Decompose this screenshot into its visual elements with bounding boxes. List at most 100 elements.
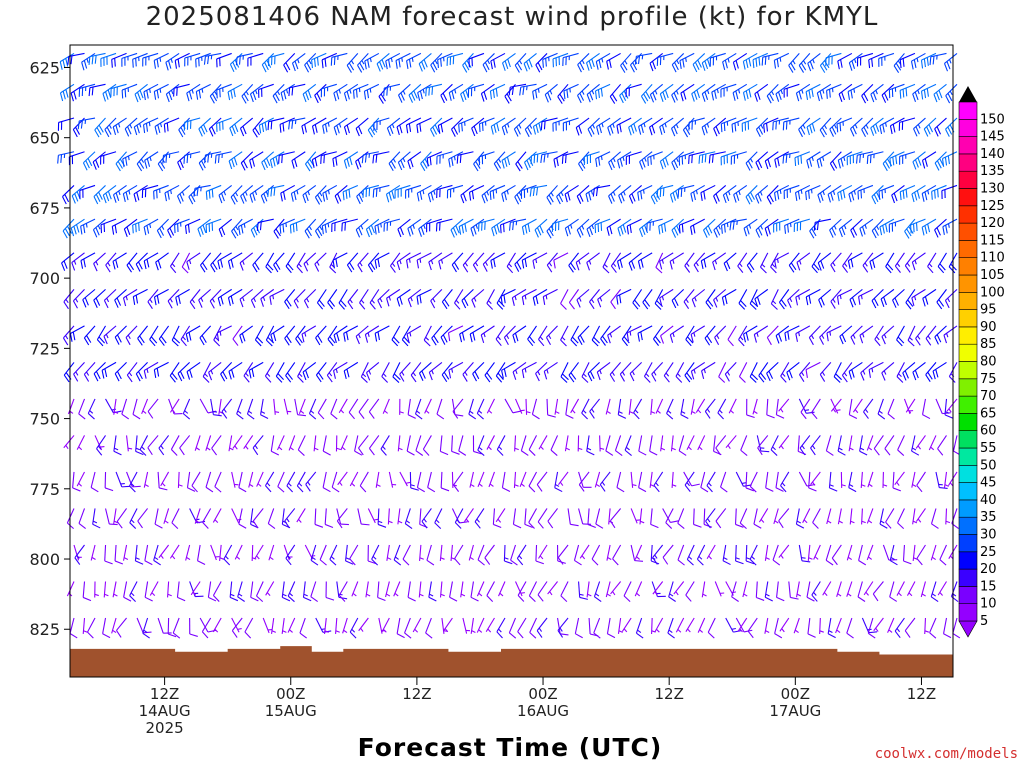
wind-barb [126, 471, 141, 488]
wind-barb [921, 151, 937, 169]
wind-barb [185, 325, 201, 343]
wind-barb [560, 289, 569, 310]
wind-barb [749, 289, 759, 310]
wind-barb [221, 398, 233, 419]
wind-barb [414, 398, 423, 420]
wind-barb [628, 398, 634, 415]
wind-barb [599, 435, 605, 452]
wind-barb [866, 435, 874, 451]
wind-barb [504, 398, 522, 414]
wind-barb [570, 398, 580, 414]
wind-barb [642, 289, 653, 310]
wind-barb [310, 581, 318, 603]
wind-barb [774, 151, 790, 168]
wind-barb [945, 508, 951, 525]
wind-barb [493, 151, 506, 172]
wind-barb [156, 218, 169, 239]
wind-barb [406, 435, 415, 456]
wind-barb [288, 117, 306, 130]
wind-barb [605, 581, 611, 598]
wind-barb [755, 581, 765, 601]
wind-barb [863, 581, 874, 596]
wind-barb [401, 325, 411, 347]
wind-barb [283, 544, 293, 561]
wind-barb [677, 508, 685, 530]
wind-barb [447, 325, 464, 342]
wind-barb [317, 398, 327, 420]
wind-barb [314, 252, 327, 272]
wind-barb [348, 398, 359, 420]
wind-barb [139, 435, 149, 456]
wind-barb [468, 52, 485, 68]
colorbar-swatch [958, 343, 978, 362]
wind-barb [910, 52, 926, 70]
wind-barb [827, 184, 842, 203]
wind-barb [260, 288, 275, 307]
colorbar-swatch [958, 101, 978, 120]
wind-barb [617, 617, 623, 634]
wind-barb [521, 218, 537, 236]
wind-barb [81, 52, 96, 71]
wind-barb [651, 362, 664, 382]
wind-barb [217, 288, 232, 307]
wind-barb [656, 184, 674, 198]
wind-barb [416, 288, 432, 305]
wind-barb [536, 471, 548, 492]
wind-barb [717, 398, 727, 420]
wind-barb [71, 185, 85, 204]
wind-barb [766, 185, 779, 205]
wind-barb [481, 185, 495, 204]
wind-barb [367, 544, 377, 565]
wind-barb [671, 471, 677, 488]
wind-barb [202, 508, 212, 529]
wind-barb [250, 288, 264, 308]
wind-barb [459, 325, 474, 343]
wind-barb [357, 53, 369, 73]
wind-barb [822, 581, 832, 596]
wind-barb [700, 184, 716, 201]
wind-barb [123, 581, 132, 602]
wind-barb [755, 151, 769, 171]
wind-barb [630, 544, 644, 562]
wind-barb [653, 471, 664, 493]
wind-barb [271, 617, 277, 634]
wind-barb [204, 151, 222, 164]
wind-barb [407, 151, 422, 170]
wind-barb [825, 544, 834, 566]
x-tick-label: 00Z [276, 685, 305, 703]
wind-barb [249, 184, 264, 203]
wind-barb [104, 471, 114, 492]
wind-barb [670, 435, 676, 452]
wind-barb [153, 184, 169, 200]
wind-barb [773, 184, 790, 201]
colorbar-label: 80 [980, 355, 997, 370]
wind-barb [171, 508, 180, 529]
wind-barb [867, 617, 876, 639]
wind-barb [167, 218, 180, 238]
wind-barb [637, 184, 653, 201]
wind-barb [542, 52, 558, 68]
wind-barb [207, 581, 217, 602]
wind-barb [868, 52, 884, 69]
wind-barb [425, 617, 433, 639]
wind-barb [463, 508, 474, 523]
wind-barb [738, 289, 748, 310]
wind-barb [451, 471, 457, 488]
wind-barb [158, 544, 170, 559]
wind-barb [637, 252, 653, 270]
wind-barb [943, 325, 958, 344]
wind-barb [100, 52, 117, 67]
wind-barb [810, 471, 821, 486]
wind-barb [122, 151, 138, 168]
wind-barb [435, 218, 453, 232]
wind-barb [386, 117, 401, 137]
wind-barb [764, 581, 773, 602]
wind-barb [817, 252, 832, 271]
wind-barb [407, 581, 416, 602]
x-tick-label: 17AUG [769, 702, 821, 720]
wind-barb [546, 252, 558, 273]
wind-barb [879, 218, 895, 236]
wind-barb [421, 508, 432, 529]
wind-barb [426, 151, 443, 167]
wind-barb [424, 398, 432, 414]
